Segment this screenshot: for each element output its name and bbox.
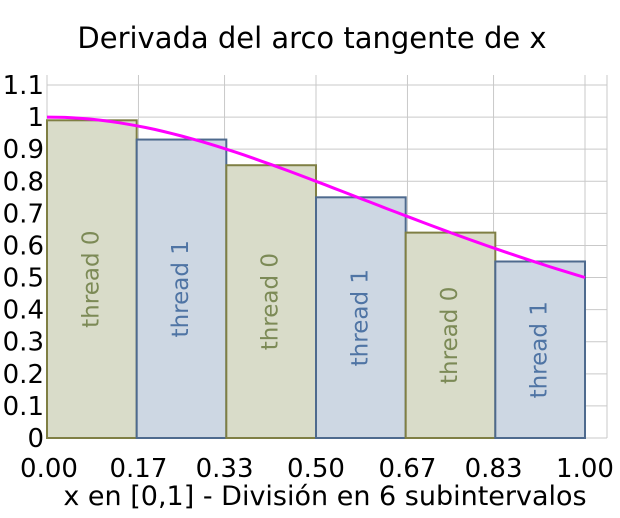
y-tick-label: 0 — [27, 424, 44, 454]
y-tick-label: 0.9 — [3, 135, 44, 165]
bar-label: thread 0 — [78, 230, 104, 327]
y-tick-label: 1.1 — [3, 71, 44, 101]
y-tick-label: 0.4 — [3, 296, 44, 326]
bar-label: thread 1 — [347, 269, 373, 366]
y-tick-label: 0.5 — [3, 264, 44, 294]
bars-layer: thread 0 thread 1 thread 0 thread 1 thread 0… — [46, 119, 586, 440]
x-tick-label: 1.00 — [556, 454, 614, 484]
bar-label: thread 0 — [258, 253, 284, 350]
y-tick-label: 0.7 — [3, 199, 44, 229]
y-tick-label: 0.8 — [3, 167, 44, 197]
x-axis-label: x en [0,1] - División en 6 subintervalos — [63, 481, 586, 512]
chart-title: Derivada del arco tangente de x — [77, 21, 546, 55]
x-tick-label: 0.83 — [465, 454, 523, 484]
bar-label: thread 1 — [168, 240, 194, 337]
curve-line — [46, 115, 586, 279]
x-tick-label: 0.00 — [20, 454, 78, 484]
x-tick-label: 0.17 — [110, 454, 168, 484]
y-tick-label: 1 — [27, 103, 44, 133]
bar-label: thread 0 — [437, 287, 463, 384]
bar-thread0 — [46, 119, 138, 440]
x-tick-label: 0.50 — [287, 454, 345, 484]
bar-thread1 — [135, 138, 228, 440]
curve-layer — [46, 115, 586, 279]
axis-layer: 00.10.20.30.40.50.60.70.80.911.1 0.00 0.17… — [3, 71, 614, 484]
x-tick-label: 0.33 — [196, 454, 254, 484]
y-tick-label: 0.1 — [3, 392, 44, 422]
bar-thread0 — [225, 164, 317, 440]
bar-thread1 — [315, 196, 407, 439]
bar-label: thread 1 — [527, 301, 553, 398]
y-tick-label: 0.3 — [3, 328, 44, 358]
x-tick-label: 0.67 — [379, 454, 437, 484]
bar-thread1 — [494, 260, 586, 439]
y-tick-label: 0.2 — [3, 360, 44, 390]
y-tick-label: 0.6 — [3, 231, 44, 261]
